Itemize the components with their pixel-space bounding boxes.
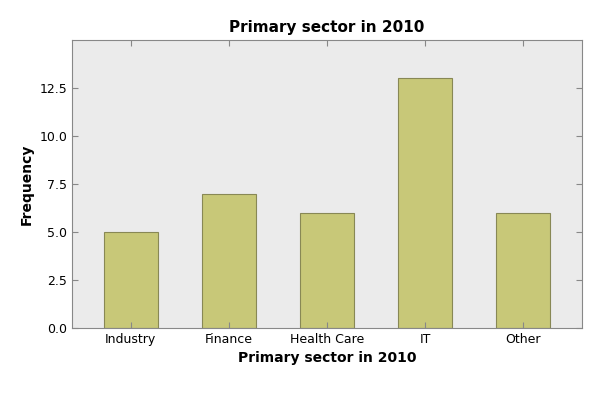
Bar: [202, 194, 256, 328]
Title: Primary sector in 2010: Primary sector in 2010: [229, 20, 425, 35]
Y-axis label: Frequency: Frequency: [20, 143, 34, 225]
Bar: [300, 213, 354, 328]
X-axis label: Primary sector in 2010: Primary sector in 2010: [238, 352, 416, 366]
Bar: [104, 232, 158, 328]
Bar: [398, 78, 452, 328]
Bar: [496, 213, 550, 328]
